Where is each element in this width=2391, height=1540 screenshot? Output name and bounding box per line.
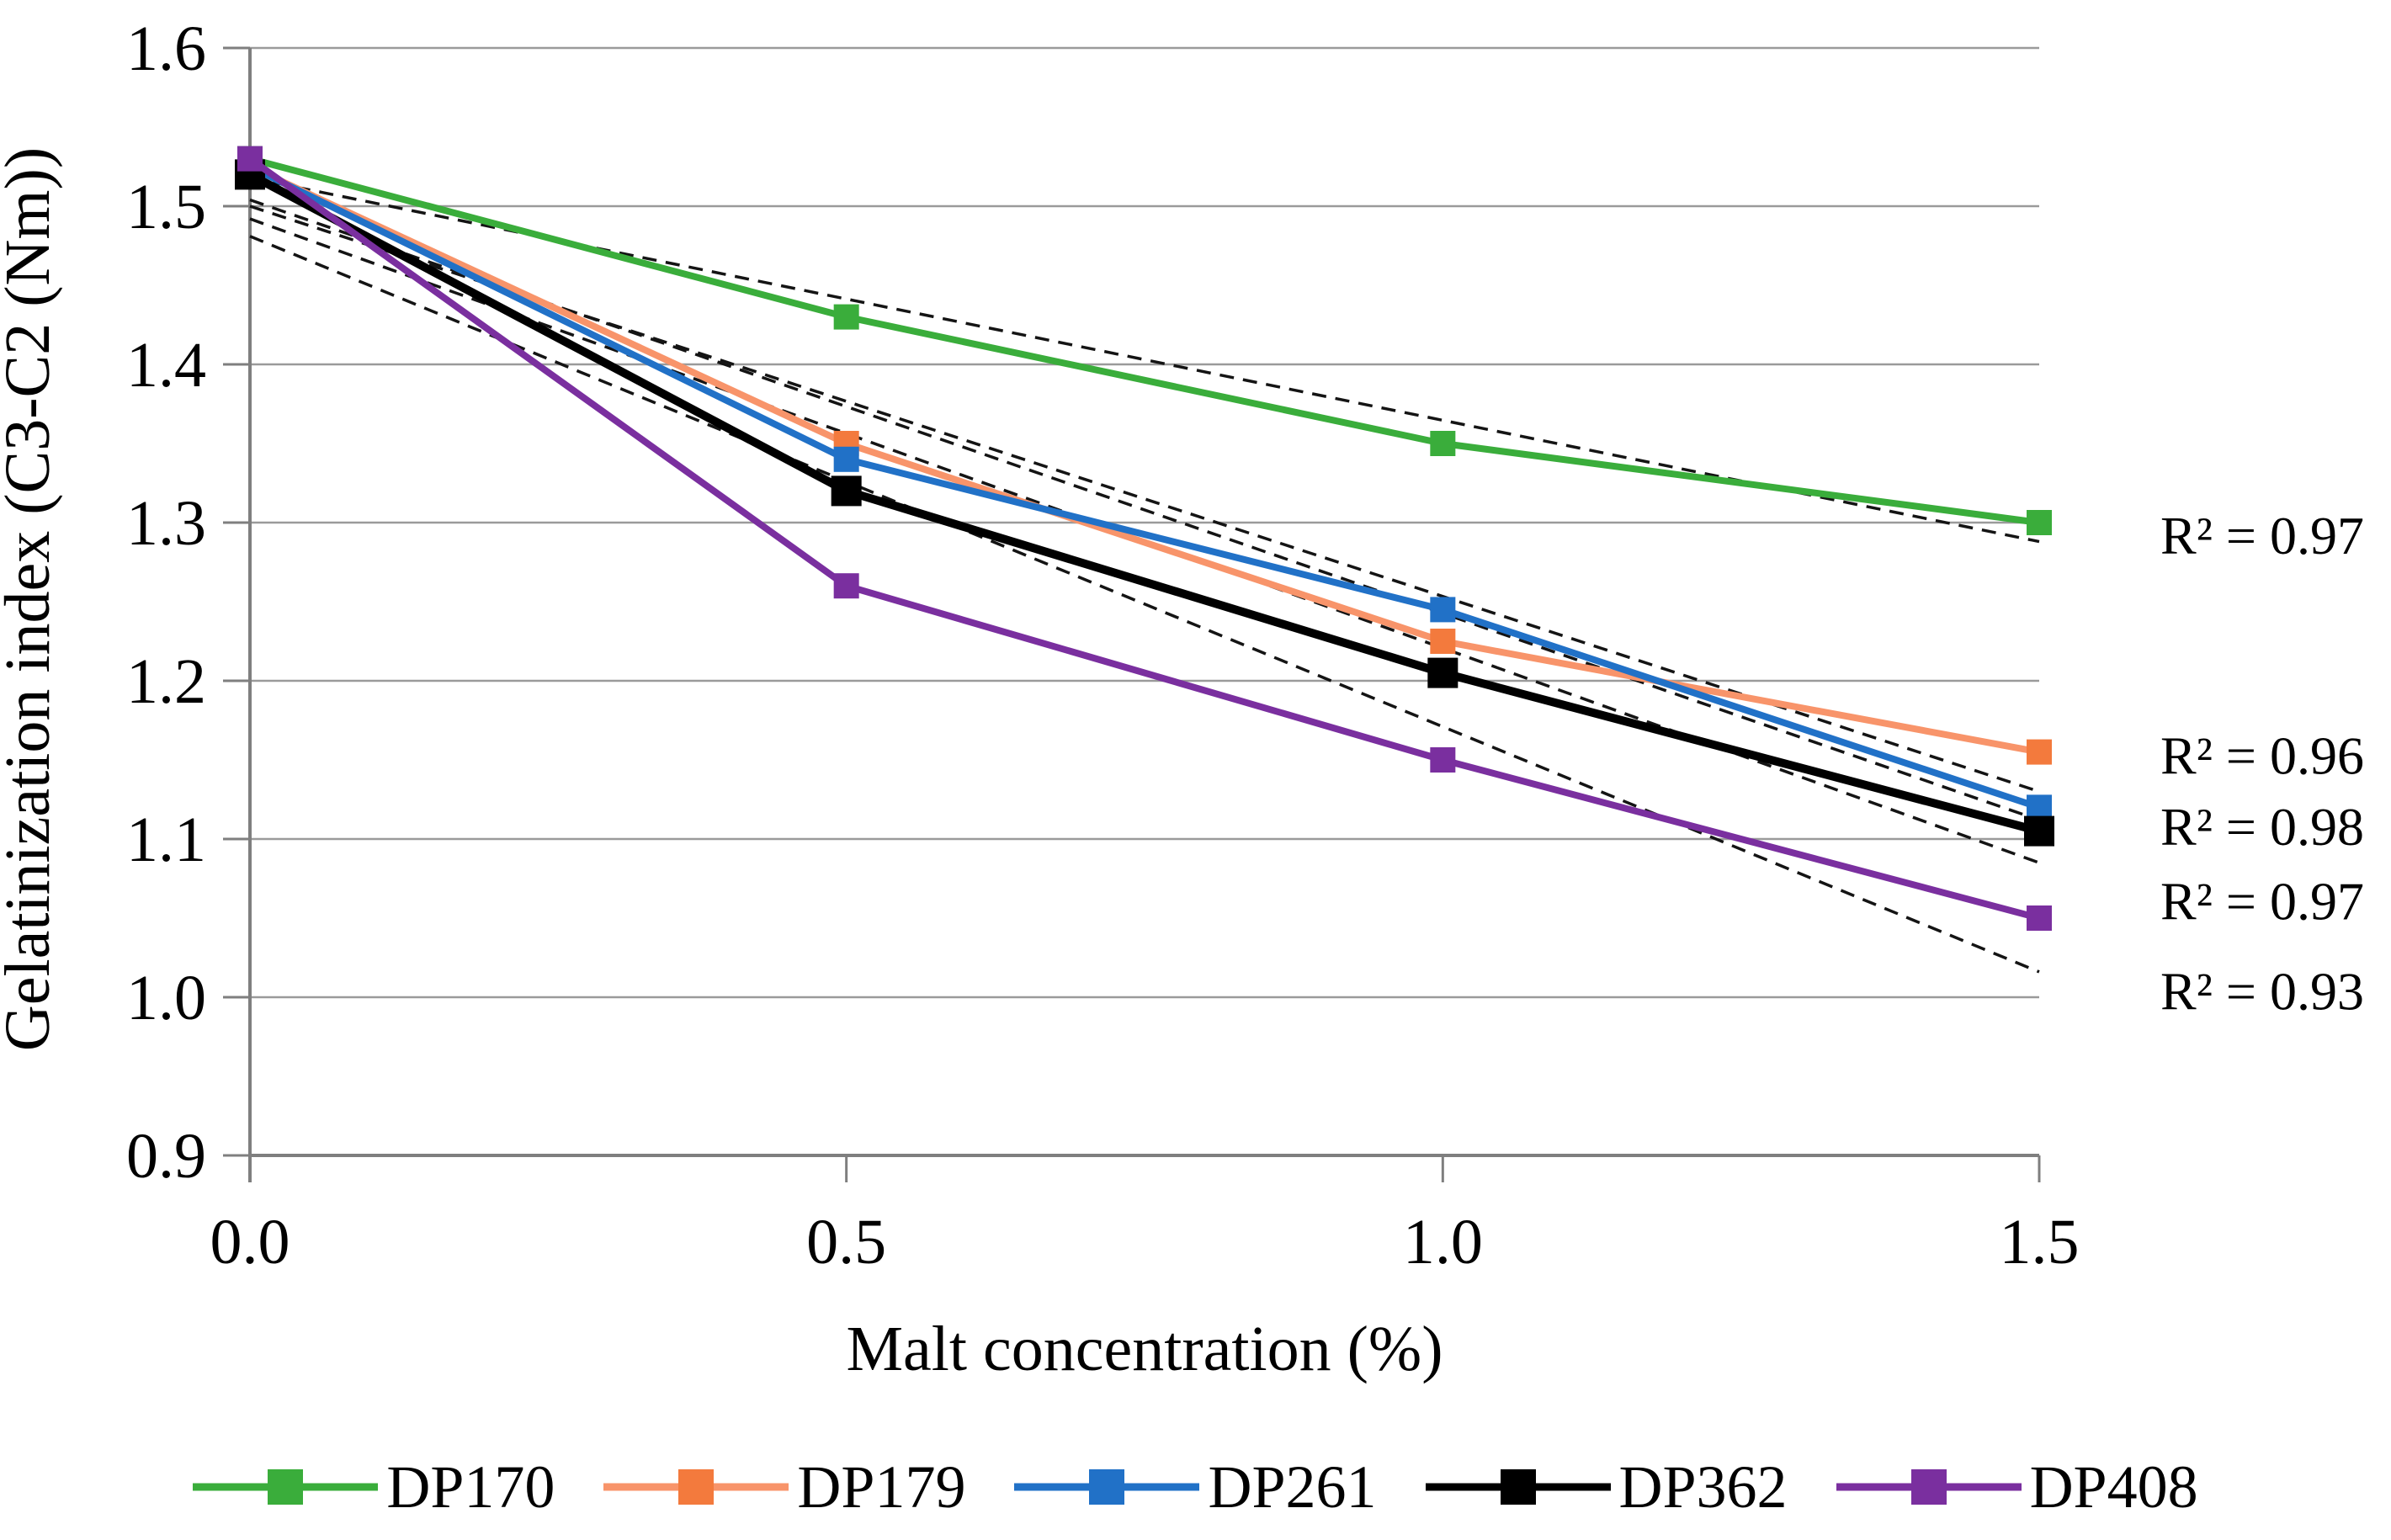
series-marker-DP179-2 (1430, 629, 1456, 654)
legend-label-DP408: DP408 (2029, 1453, 2198, 1521)
y-tick-label-1.1: 1.1 (126, 805, 206, 875)
series-marker-DP408-3 (2027, 905, 2052, 931)
x-tick-label-0.5: 0.5 (806, 1207, 886, 1277)
r2-label-DP408: R² = 0.93 (2160, 961, 2364, 1021)
series-marker-DP408-1 (833, 573, 859, 599)
y-tick-label-1.2: 1.2 (126, 646, 206, 717)
legend-marker-DP362 (1425, 1469, 1611, 1505)
series-marker-DP362-1 (831, 475, 862, 507)
series-marker-DP362-3 (2024, 815, 2054, 847)
y-tick-label-1.4: 1.4 (126, 330, 206, 401)
legend-marker-DP170 (193, 1469, 379, 1505)
y-tick-label-1.6: 1.6 (126, 13, 206, 84)
legend-marker-DP261 (1014, 1469, 1200, 1505)
y-tick-label-1.5: 1.5 (126, 172, 206, 242)
series-marker-DP170-1 (833, 304, 859, 330)
r2-label-DP362: R² = 0.97 (2160, 871, 2364, 931)
series-marker-DP261-1 (833, 446, 859, 472)
series-line-DP261 (247, 163, 2043, 811)
annotation-layer: R² = 0.97 R² = 0.96 R² = 0.98 R² = 0.97 R² =… (2160, 506, 2364, 1021)
legend-marker-DP179 (603, 1469, 789, 1505)
legend-label-DP362: DP362 (1618, 1453, 1788, 1521)
series-marker-DP408-2 (1430, 747, 1456, 773)
legend-item-DP170: DP170 (193, 1457, 555, 1517)
axis-layer: 1.6 1.5 1.4 1.3 1.2 1.1 1.0 0.90.0 0.5 1.0 1.5 (126, 13, 2080, 1277)
trendline-DP408 (249, 235, 2040, 974)
x-tick-label-0.0: 0.0 (210, 1207, 290, 1277)
legend-item-DP261: DP261 (1014, 1453, 1377, 1521)
r2-label-DP261: R² = 0.98 (2160, 797, 2364, 857)
series-line-DP170 (247, 155, 2043, 526)
legend-label-DP170: DP170 (386, 1453, 555, 1521)
legend-label-DP179: DP179 (797, 1453, 966, 1521)
legend-label-DP261: DP261 (1208, 1453, 1377, 1521)
legend-item-DP179: DP179 (603, 1457, 965, 1517)
r2-label-DP170: R² = 0.97 (2160, 506, 2364, 566)
x-tick-label-1.5: 1.5 (2000, 1207, 2080, 1277)
series-layer (235, 146, 2054, 931)
x-tick-label-1.0: 1.0 (1403, 1207, 1483, 1277)
legend-marker-DP408 (1836, 1469, 2022, 1505)
series-marker-DP170-2 (1430, 431, 1456, 456)
x-axis-title: Malt concentration (%) (846, 1314, 1443, 1384)
series-marker-DP261-3 (2027, 794, 2052, 820)
series-marker-DP408-0 (237, 146, 263, 172)
series-marker-DP261-2 (1430, 597, 1456, 623)
legend-item-DP362: DP362 (1425, 1453, 1788, 1521)
legend-item-DP408: DP408 (1836, 1457, 2198, 1517)
series-marker-DP362-2 (1427, 657, 1459, 688)
series-line-DP179 (247, 163, 2043, 756)
y-axis-title: Gelatinization index (C3-C2 (Nm)) (0, 147, 63, 1051)
y-tick-label-1.3: 1.3 (126, 488, 206, 559)
y-tick-label-1.0: 1.0 (126, 963, 206, 1033)
series-marker-DP170-3 (2027, 510, 2052, 535)
y-tick-label-0.9: 0.9 (126, 1121, 206, 1192)
series-line-DP362 (246, 170, 2043, 836)
chart-legend: DP170 DP179 DP261 DP362 DP408 (0, 1441, 2391, 1533)
series-marker-DP179-3 (2027, 739, 2052, 765)
series-line-DP408 (247, 155, 2043, 921)
grid-layer (250, 46, 2039, 1157)
r2-label-DP179: R² = 0.96 (2160, 725, 2364, 785)
